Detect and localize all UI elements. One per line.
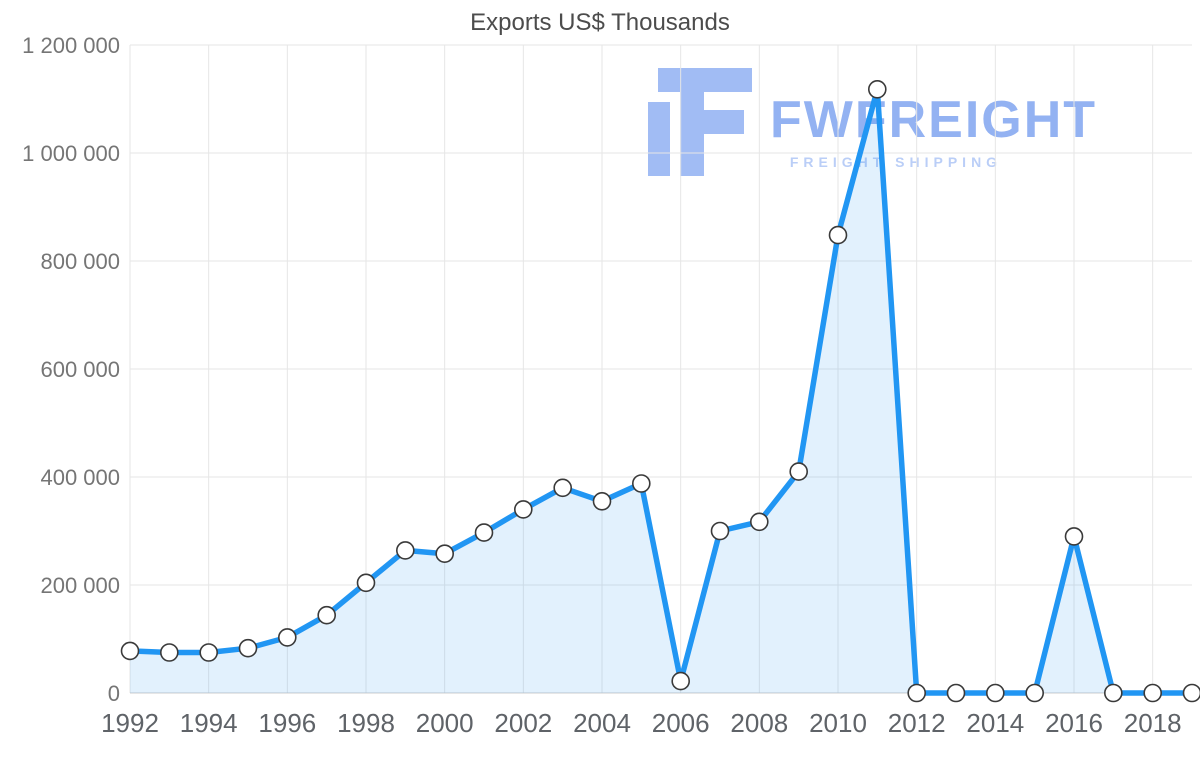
data-point-marker[interactable]	[120, 641, 140, 661]
data-point-marker[interactable]	[395, 541, 415, 560]
y-axis-label: 1 000 000	[22, 141, 120, 166]
data-point-marker[interactable]	[946, 683, 966, 703]
x-axis-label: 1996	[258, 708, 316, 738]
data-point-marker[interactable]	[1182, 683, 1200, 703]
y-axis-label: 200 000	[40, 573, 120, 598]
data-point-marker[interactable]	[1143, 683, 1162, 703]
data-point-marker[interactable]	[435, 544, 455, 564]
x-axis-label: 2016	[1045, 708, 1103, 738]
data-point-marker[interactable]	[789, 462, 809, 481]
data-point-marker[interactable]	[474, 523, 494, 542]
data-point-marker[interactable]	[671, 671, 691, 691]
x-axis-label: 1994	[180, 708, 238, 738]
data-point-marker[interactable]	[277, 628, 297, 647]
data-point-marker[interactable]	[553, 478, 573, 498]
x-axis-label: 2004	[573, 708, 631, 738]
data-point-marker[interactable]	[631, 474, 651, 493]
x-axis-label: 2010	[809, 708, 867, 738]
data-point-marker[interactable]	[867, 80, 887, 99]
data-point-marker[interactable]	[199, 643, 218, 662]
data-point-marker[interactable]	[160, 643, 179, 662]
x-axis-label: 2002	[494, 708, 552, 738]
y-axis-label: 0	[108, 681, 120, 706]
data-point-marker[interactable]	[710, 521, 730, 541]
y-axis-label: 600 000	[40, 357, 120, 382]
x-axis-label: 2014	[966, 708, 1024, 738]
x-axis-label: 1992	[101, 708, 159, 738]
data-point-marker[interactable]	[238, 638, 258, 658]
series-line	[127, 86, 1195, 696]
data-point-marker[interactable]	[749, 512, 769, 532]
x-axis-label: 2000	[416, 708, 474, 738]
x-axis-label: 2012	[888, 708, 946, 738]
data-point-marker[interactable]	[1025, 683, 1044, 703]
x-axis-label: 2018	[1124, 708, 1182, 738]
series-area-fill	[130, 89, 1192, 694]
y-axis-label: 400 000	[40, 465, 120, 490]
y-axis-label: 1 200 000	[22, 33, 120, 58]
x-axis-label: 2006	[652, 708, 710, 738]
data-point-marker[interactable]	[356, 573, 376, 593]
x-axis-label: 2008	[730, 708, 788, 738]
data-point-marker[interactable]	[907, 683, 927, 703]
data-point-marker[interactable]	[985, 683, 1005, 703]
data-point-marker[interactable]	[592, 491, 612, 511]
data-point-marker[interactable]	[317, 605, 337, 625]
chart-title: Exports US$ Thousands	[470, 9, 730, 36]
y-axis-label: 800 000	[40, 249, 120, 274]
data-point-marker[interactable]	[513, 500, 533, 519]
data-point-marker[interactable]	[828, 225, 848, 245]
x-axis-label: 1998	[337, 708, 395, 738]
data-point-marker[interactable]	[1104, 683, 1123, 703]
data-point-marker[interactable]	[1064, 527, 1084, 546]
